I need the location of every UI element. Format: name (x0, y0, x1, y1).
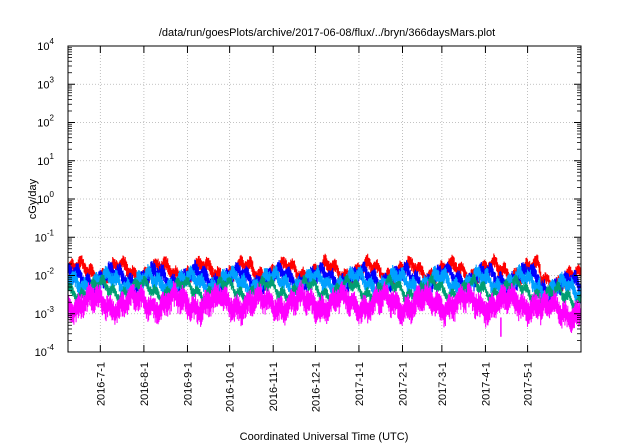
y-tick-label: 10-4 (35, 343, 55, 359)
y-axis: 104 103 102 101 100 10-1 10-2 10-3 10-4 (35, 37, 581, 359)
x-tick-label: 2016-11-1 (268, 362, 280, 411)
y-tick-label: 10-3 (35, 305, 55, 321)
x-tick-label: 2017-5-1 (523, 362, 535, 406)
x-tick-label: 2016-9-1 (182, 362, 194, 406)
y-tick-label: 104 (37, 37, 54, 53)
x-axis: 2016-7-1 2016-8-1 2016-9-1 2016-10-1 2016-11… (95, 46, 535, 412)
x-tick-label: 2017-3-1 (437, 362, 449, 406)
y-tick-label: 100 (37, 190, 54, 206)
x-tick-label: 2016-12-1 (310, 362, 322, 412)
y-tick-label: 103 (37, 75, 54, 91)
y-axis-label: cGy/day (27, 178, 39, 219)
series-layer (67, 253, 582, 337)
x-tick-label: 2016-7-1 (95, 362, 107, 406)
x-axis-label: Coordinated Universal Time (UTC) (240, 431, 409, 443)
grid (68, 46, 581, 352)
x-tick-label: 2016-10-1 (225, 362, 237, 412)
y-tick-label: 101 (37, 152, 54, 168)
chart-title: /data/run/goesPlots/archive/2017-06-08/f… (159, 27, 495, 39)
x-tick-label: 2017-1-1 (354, 362, 366, 406)
y-tick-label: 10-1 (35, 228, 55, 244)
y-tick-label: 10-2 (35, 267, 55, 283)
y-tick-label: 102 (37, 114, 54, 130)
x-tick-label: 2016-8-1 (139, 362, 151, 406)
x-tick-label: 2017-2-1 (398, 362, 410, 406)
x-tick-label: 2017-4-1 (480, 362, 492, 406)
